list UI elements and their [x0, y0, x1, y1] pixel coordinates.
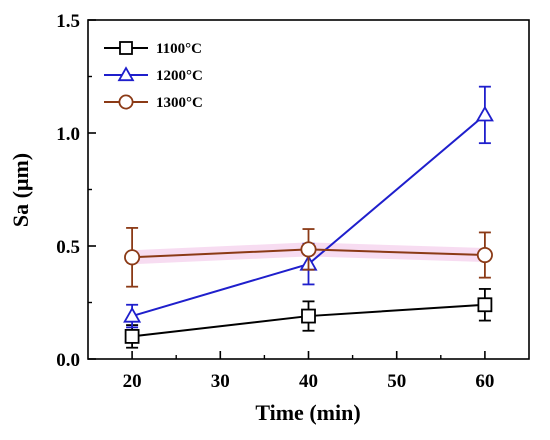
x-tick-label: 30: [211, 371, 230, 392]
series-1300: [124, 227, 493, 288]
legend-label: 1300°C: [156, 95, 203, 111]
data-point-1100: [477, 297, 493, 313]
data-point-1200: [123, 306, 142, 323]
series-1100: [124, 288, 493, 349]
data-point-1300: [124, 249, 141, 266]
legend-label: 1200°C: [156, 68, 203, 84]
y-tick-label: 1.0: [56, 124, 80, 145]
series-layer: [123, 85, 494, 349]
x-axis: 20 30 40 50 60: [123, 351, 494, 392]
y-tick-label: 0.5: [56, 237, 80, 258]
data-point-1300: [476, 246, 493, 264]
legend: 1100°C 1200°C 1300°C: [104, 41, 203, 111]
y-tick-label: 0.0: [56, 350, 80, 371]
x-axis-title: Time (min): [255, 400, 360, 425]
x-tick-label: 40: [299, 371, 318, 392]
legend-label: 1100°C: [156, 41, 202, 57]
legend-item-1100: 1100°C: [104, 41, 202, 57]
legend-marker: [118, 94, 134, 110]
legend-item-1200: 1200°C: [104, 66, 203, 84]
data-point-1100: [301, 308, 316, 324]
legend-item-1300: 1300°C: [104, 94, 203, 111]
y-axis: 0.0 0.5 1.0 1.5: [56, 11, 96, 371]
x-tick-label: 60: [475, 371, 494, 392]
series-1200: [123, 85, 494, 329]
data-point-1300: [300, 241, 317, 258]
data-point-1100: [124, 328, 140, 344]
legend-marker: [117, 66, 135, 82]
legend-marker: [119, 41, 133, 55]
y-tick-label: 1.5: [56, 11, 80, 32]
y-axis-title: Sa (μm): [8, 153, 33, 227]
series-line-1200: [131, 114, 486, 318]
data-point-1200: [475, 105, 494, 122]
x-tick-label: 50: [387, 371, 406, 392]
x-tick-label: 20: [123, 371, 142, 392]
